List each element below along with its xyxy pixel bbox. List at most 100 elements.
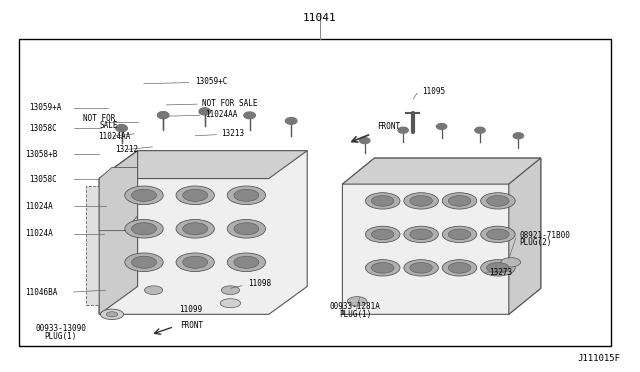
Ellipse shape: [486, 263, 509, 273]
Text: 13058C: 13058C: [29, 175, 57, 184]
Ellipse shape: [371, 229, 394, 240]
Text: 11046BA: 11046BA: [26, 288, 58, 296]
Text: NOT FOR: NOT FOR: [83, 114, 115, 123]
Ellipse shape: [132, 256, 156, 268]
Polygon shape: [99, 151, 307, 179]
Ellipse shape: [183, 223, 207, 235]
Ellipse shape: [183, 256, 207, 268]
Text: 13058C: 13058C: [29, 124, 57, 133]
Ellipse shape: [234, 256, 259, 268]
Ellipse shape: [481, 226, 515, 243]
Ellipse shape: [486, 196, 509, 206]
Ellipse shape: [106, 312, 118, 317]
Ellipse shape: [371, 263, 394, 273]
Text: 11024A: 11024A: [26, 229, 53, 238]
Circle shape: [116, 125, 127, 132]
Circle shape: [200, 108, 210, 114]
Ellipse shape: [404, 260, 438, 276]
Ellipse shape: [365, 193, 400, 209]
Bar: [19, 39, 611, 346]
Circle shape: [436, 124, 447, 129]
Text: 11041: 11041: [303, 13, 337, 23]
Polygon shape: [99, 167, 138, 231]
Ellipse shape: [221, 286, 239, 295]
Ellipse shape: [410, 229, 433, 240]
Ellipse shape: [365, 226, 400, 243]
Text: 11024AA: 11024AA: [205, 110, 237, 119]
Text: 00933-13090: 00933-13090: [35, 324, 86, 333]
Text: PLUG(1): PLUG(1): [45, 332, 77, 341]
Text: 11095: 11095: [422, 87, 445, 96]
Ellipse shape: [371, 196, 394, 206]
Text: 11098: 11098: [248, 279, 271, 288]
Circle shape: [199, 108, 211, 115]
Ellipse shape: [481, 260, 515, 276]
Ellipse shape: [132, 189, 156, 201]
Text: 13212: 13212: [115, 145, 138, 154]
Ellipse shape: [100, 309, 124, 320]
Ellipse shape: [125, 219, 163, 238]
Ellipse shape: [125, 186, 163, 205]
Ellipse shape: [404, 226, 438, 243]
Text: 13058+B: 13058+B: [26, 150, 58, 159]
Ellipse shape: [410, 263, 433, 273]
Text: FRONT: FRONT: [180, 321, 204, 330]
Ellipse shape: [176, 219, 214, 238]
Circle shape: [158, 112, 168, 118]
Ellipse shape: [404, 193, 438, 209]
Ellipse shape: [448, 229, 471, 240]
Ellipse shape: [481, 193, 515, 209]
Ellipse shape: [234, 189, 259, 201]
Text: 08921-71B00: 08921-71B00: [520, 231, 570, 240]
Circle shape: [116, 125, 127, 131]
Text: J111015F: J111015F: [578, 354, 621, 363]
Ellipse shape: [227, 253, 266, 272]
Ellipse shape: [442, 260, 477, 276]
Ellipse shape: [501, 257, 520, 267]
Circle shape: [285, 118, 297, 124]
Ellipse shape: [442, 226, 477, 243]
Ellipse shape: [125, 253, 163, 272]
Text: 11099: 11099: [179, 305, 202, 314]
Ellipse shape: [442, 193, 477, 209]
Ellipse shape: [348, 296, 367, 306]
Circle shape: [513, 133, 524, 139]
Polygon shape: [342, 158, 541, 184]
Ellipse shape: [365, 260, 400, 276]
Ellipse shape: [176, 186, 214, 205]
Circle shape: [398, 127, 408, 133]
Text: 13059+C: 13059+C: [195, 77, 228, 86]
Ellipse shape: [486, 229, 509, 240]
Bar: [86, 186, 102, 305]
Ellipse shape: [227, 219, 266, 238]
Text: 00933-1281A: 00933-1281A: [330, 302, 381, 311]
Polygon shape: [342, 158, 541, 314]
Text: PLUG(1): PLUG(1): [339, 310, 371, 319]
Text: FRONT: FRONT: [378, 122, 401, 131]
Ellipse shape: [227, 186, 266, 205]
Polygon shape: [509, 158, 541, 314]
Text: 11024A: 11024A: [26, 202, 53, 211]
Text: 13059+A: 13059+A: [29, 103, 61, 112]
Polygon shape: [99, 151, 307, 314]
Ellipse shape: [448, 196, 471, 206]
Text: 11024AA: 11024AA: [98, 132, 130, 141]
Circle shape: [244, 112, 255, 119]
Circle shape: [475, 127, 485, 133]
Ellipse shape: [448, 263, 471, 273]
Text: 13273: 13273: [490, 268, 513, 277]
Ellipse shape: [410, 196, 433, 206]
Ellipse shape: [220, 299, 241, 308]
Polygon shape: [99, 151, 138, 314]
Ellipse shape: [234, 223, 259, 235]
Circle shape: [360, 138, 370, 144]
Ellipse shape: [132, 223, 156, 235]
Ellipse shape: [183, 189, 207, 201]
Text: SALE: SALE: [99, 121, 118, 130]
Text: 13213: 13213: [221, 129, 244, 138]
Ellipse shape: [145, 286, 163, 295]
Text: NOT FOR SALE: NOT FOR SALE: [202, 99, 257, 108]
Circle shape: [157, 112, 169, 119]
Text: PLUG(2): PLUG(2): [520, 238, 552, 247]
Ellipse shape: [176, 253, 214, 272]
